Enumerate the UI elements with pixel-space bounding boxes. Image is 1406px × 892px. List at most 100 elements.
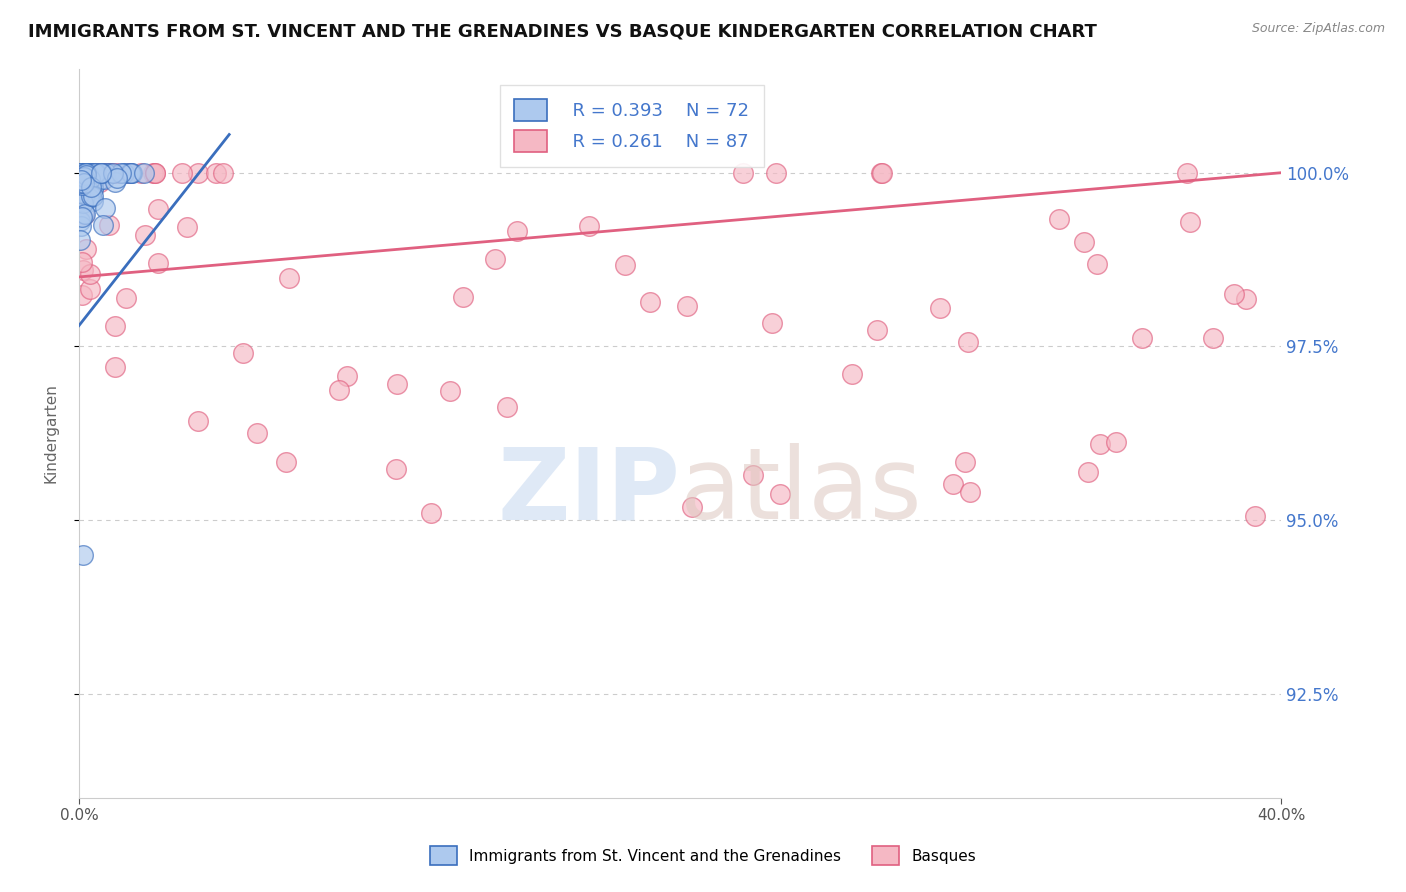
Point xyxy=(942,477,965,491)
Point xyxy=(278,271,301,285)
Point xyxy=(73,177,96,191)
Point xyxy=(72,263,94,277)
Point xyxy=(212,166,235,180)
Point xyxy=(276,455,298,469)
Point xyxy=(76,166,98,180)
Point xyxy=(86,169,108,183)
Point xyxy=(1073,235,1095,249)
Point xyxy=(76,185,98,199)
Point xyxy=(872,166,894,180)
Point xyxy=(82,166,104,180)
Point xyxy=(176,220,198,235)
Point xyxy=(104,359,127,374)
Point xyxy=(83,166,105,180)
Point xyxy=(73,192,96,206)
Point xyxy=(70,178,93,192)
Point xyxy=(613,258,636,272)
Point xyxy=(91,166,114,180)
Point xyxy=(1105,434,1128,449)
Point xyxy=(77,172,100,186)
Point xyxy=(72,170,94,185)
Point xyxy=(1175,166,1198,180)
Point xyxy=(94,166,117,180)
Point xyxy=(112,166,135,180)
Legend: Immigrants from St. Vincent and the Grenadines, Basques: Immigrants from St. Vincent and the Gren… xyxy=(423,840,983,871)
Point xyxy=(82,166,104,180)
Point xyxy=(387,376,409,391)
Point xyxy=(90,166,112,180)
Point xyxy=(112,166,135,180)
Point xyxy=(148,256,170,270)
Point xyxy=(866,323,889,337)
Point xyxy=(769,487,792,501)
Point xyxy=(80,166,103,180)
Point xyxy=(741,468,763,483)
Point xyxy=(72,166,94,180)
Point xyxy=(505,224,527,238)
Point xyxy=(328,383,350,397)
Point xyxy=(82,182,104,196)
Y-axis label: Kindergarten: Kindergarten xyxy=(44,384,58,483)
Point xyxy=(114,291,136,305)
Point xyxy=(83,166,105,180)
Point xyxy=(1243,508,1265,523)
Point xyxy=(69,173,91,187)
Point xyxy=(73,206,96,220)
Point xyxy=(90,166,112,180)
Point xyxy=(70,181,93,195)
Point xyxy=(69,166,91,180)
Point xyxy=(98,166,121,180)
Point xyxy=(69,214,91,228)
Point xyxy=(187,166,209,180)
Point xyxy=(79,171,101,186)
Point xyxy=(91,166,114,180)
Text: Source: ZipAtlas.com: Source: ZipAtlas.com xyxy=(1251,22,1385,36)
Point xyxy=(80,180,103,194)
Point xyxy=(246,425,269,440)
Point xyxy=(73,166,96,180)
Point xyxy=(101,166,124,180)
Point xyxy=(1202,331,1225,345)
Point xyxy=(765,166,787,180)
Point xyxy=(1090,437,1112,451)
Point xyxy=(143,166,166,180)
Point xyxy=(82,188,104,202)
Point xyxy=(90,166,112,180)
Point xyxy=(118,166,141,180)
Point xyxy=(82,180,104,194)
Point xyxy=(89,175,111,189)
Point xyxy=(419,506,441,520)
Point xyxy=(69,186,91,200)
Point xyxy=(841,367,863,381)
Point xyxy=(1077,465,1099,479)
Point xyxy=(70,288,93,302)
Point xyxy=(640,294,662,309)
Point xyxy=(72,208,94,222)
Point xyxy=(1223,287,1246,301)
Point xyxy=(69,177,91,191)
Point xyxy=(73,166,96,180)
Point xyxy=(73,186,96,201)
Point xyxy=(69,233,91,247)
Point xyxy=(172,166,194,180)
Point xyxy=(70,190,93,204)
Point xyxy=(70,166,93,180)
Point xyxy=(733,166,755,180)
Text: atlas: atlas xyxy=(681,443,921,541)
Point xyxy=(98,218,121,232)
Point xyxy=(79,169,101,183)
Text: ZIP: ZIP xyxy=(498,443,681,541)
Point xyxy=(451,289,474,303)
Point xyxy=(69,166,91,180)
Point xyxy=(134,228,156,243)
Point xyxy=(70,178,93,192)
Point xyxy=(484,252,506,266)
Point xyxy=(110,166,132,180)
Point xyxy=(75,166,97,180)
Point xyxy=(70,194,93,208)
Point xyxy=(956,335,979,350)
Point xyxy=(681,500,703,514)
Point xyxy=(75,166,97,180)
Point xyxy=(77,191,100,205)
Point xyxy=(79,166,101,180)
